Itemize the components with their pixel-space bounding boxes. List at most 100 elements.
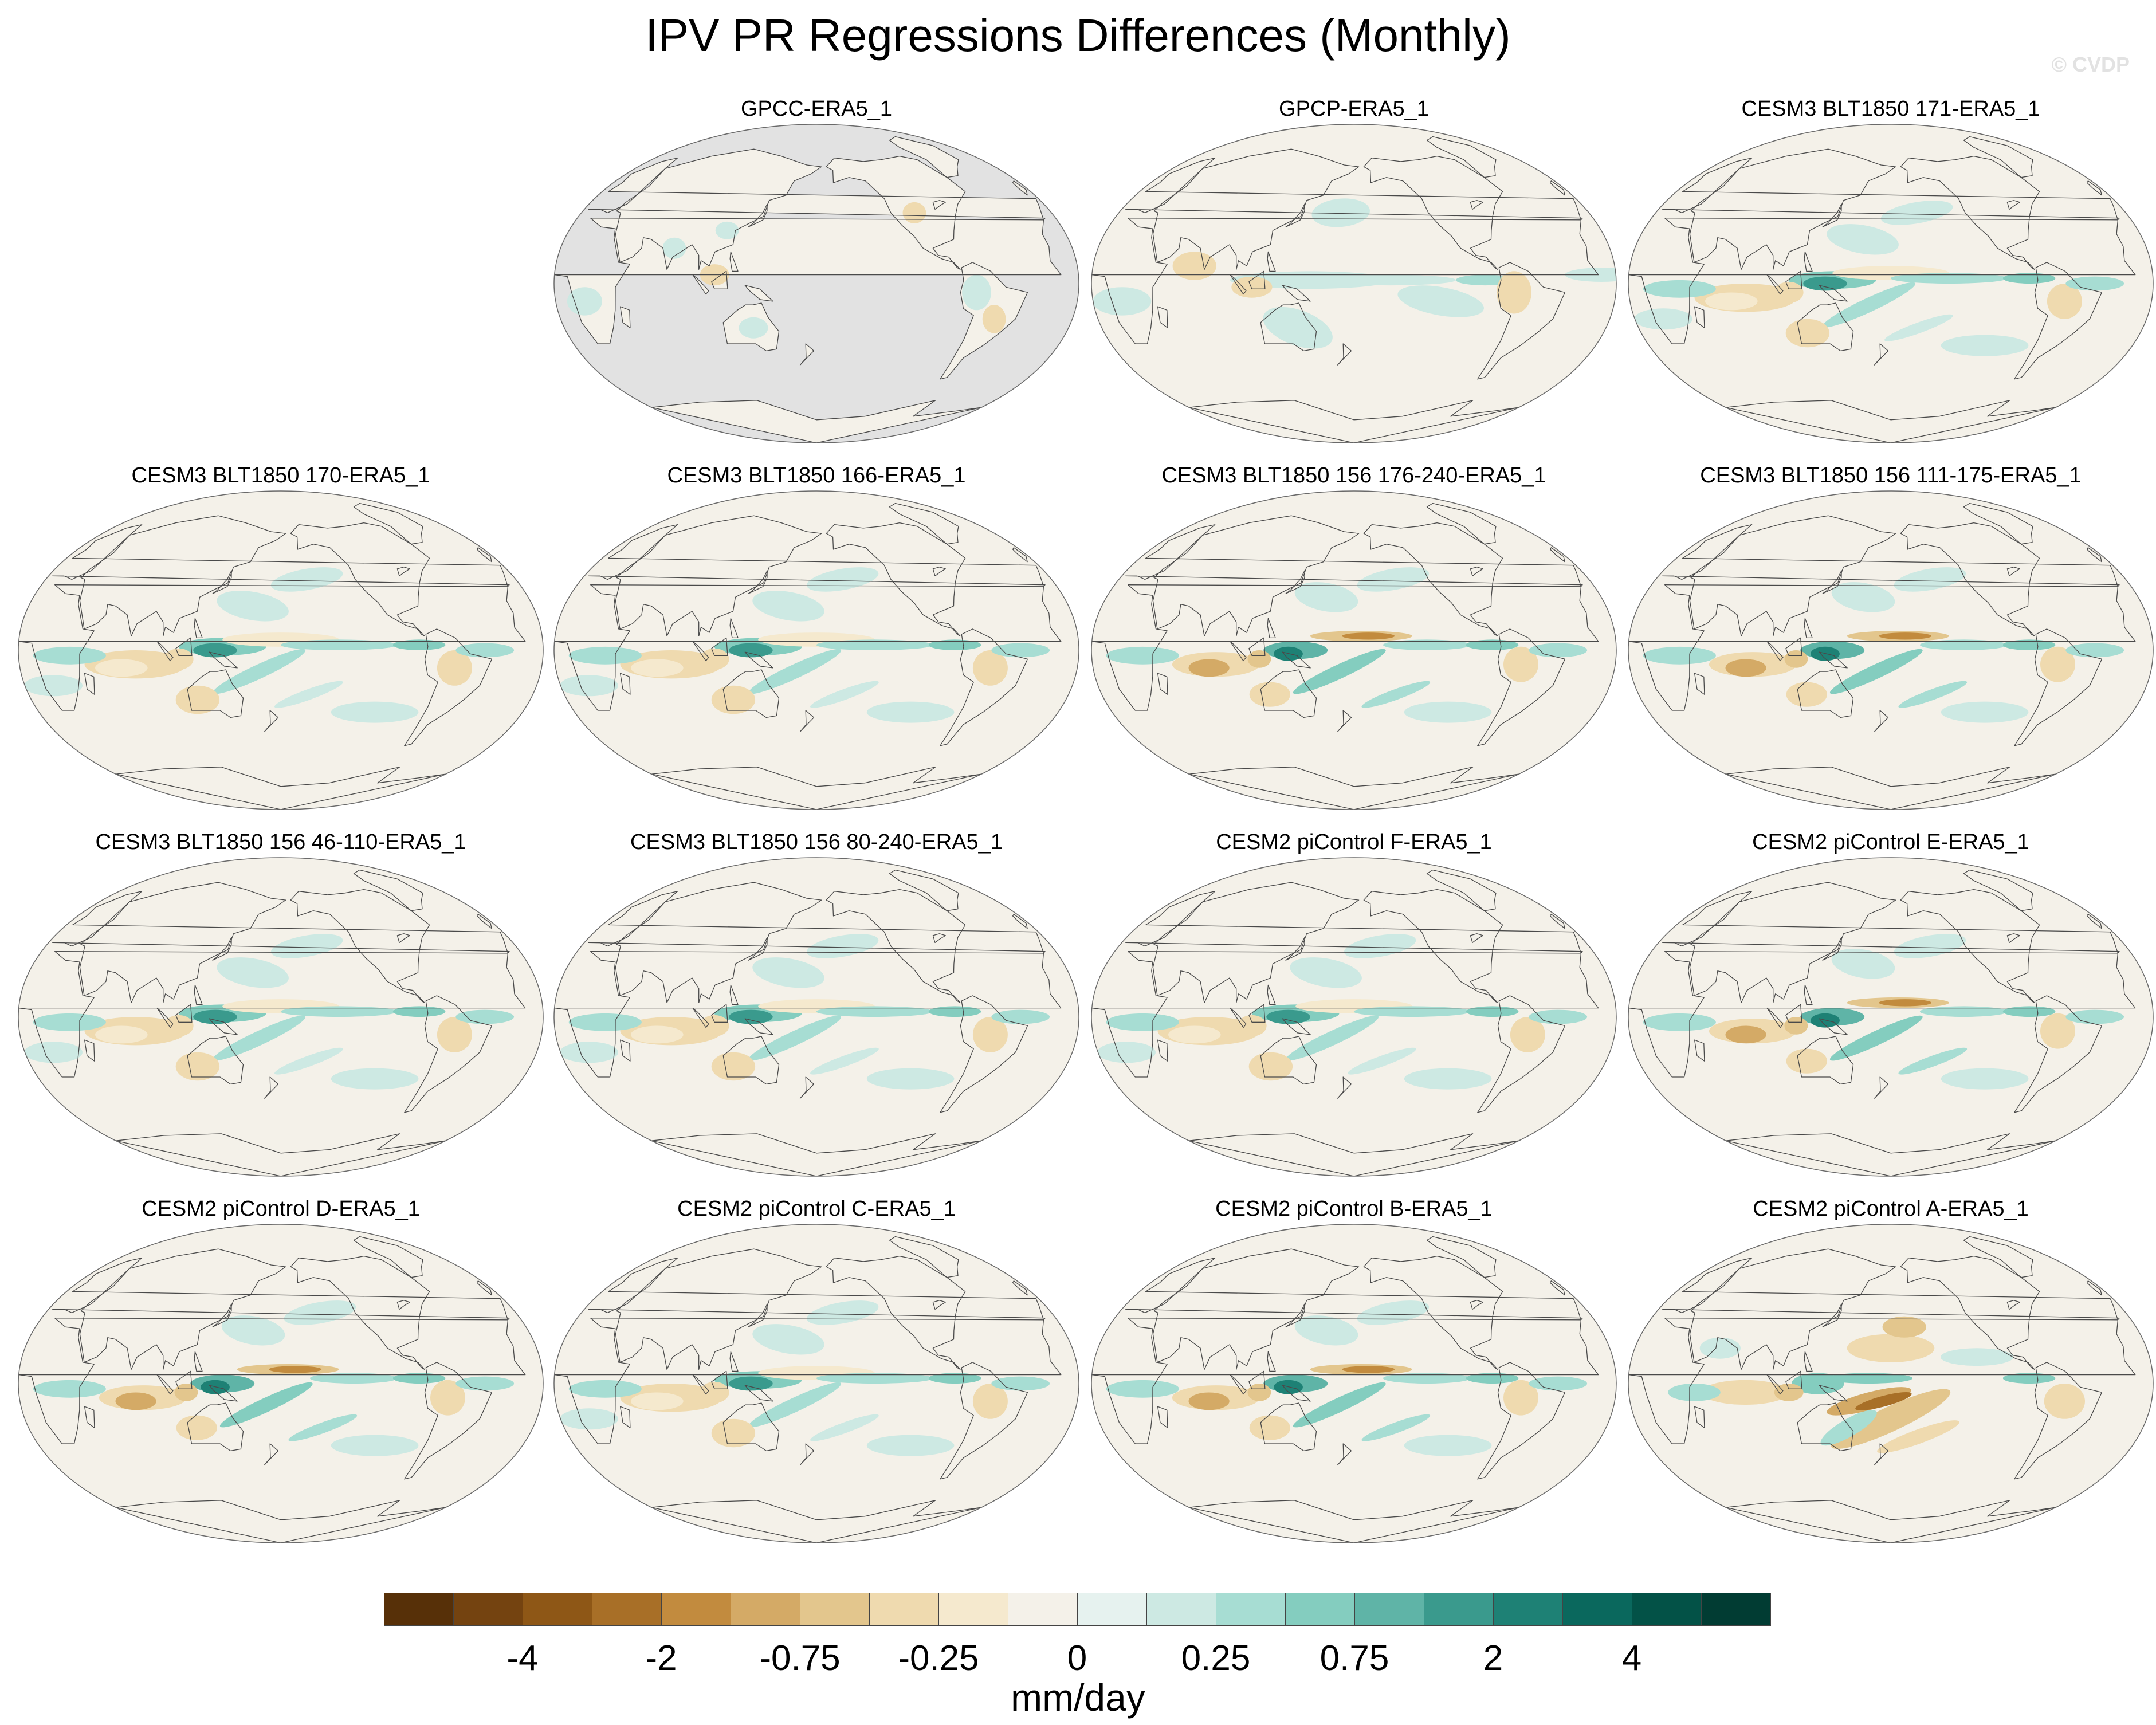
coastline-japan <box>1822 937 1842 961</box>
coastline-europe <box>52 1258 510 1321</box>
map-panel: CESM2 piControl A-ERA5_1 <box>1621 1194 2156 1573</box>
coastlines <box>18 1236 526 1543</box>
coastline-namerica <box>1900 1255 2040 1370</box>
coastlines <box>554 136 1062 443</box>
coastline-australia <box>187 1402 244 1452</box>
coastline-greatlakes <box>1470 933 1483 943</box>
map-plot <box>1628 857 2154 1177</box>
coastline-africa <box>18 1318 526 1444</box>
coastline-africa <box>18 951 526 1078</box>
coastline-africa <box>554 584 1062 711</box>
map-border <box>553 124 1079 443</box>
coastline-australia <box>1797 669 1854 718</box>
map-border <box>18 1224 544 1543</box>
colorbar-box <box>800 1593 870 1626</box>
colorbar-box <box>384 1593 454 1626</box>
coastline-japan <box>212 570 232 594</box>
colorbar-box <box>1216 1593 1286 1626</box>
coastline-philippines <box>1267 618 1276 639</box>
coastline-samerica <box>404 995 493 1113</box>
map-border <box>1628 490 2154 810</box>
coastline-newguinea <box>1282 285 1311 302</box>
coastline-africa <box>554 218 1062 344</box>
coastline-madagascar <box>1694 1406 1705 1428</box>
coastline-antarctica <box>115 767 446 810</box>
coastlines <box>554 502 1062 810</box>
coastline-indonesia1 <box>156 1374 174 1395</box>
coastline-namerica <box>1363 1255 1503 1370</box>
coastline-indonesia1 <box>1766 1374 1784 1395</box>
coastline-madagascar <box>619 1039 631 1062</box>
coastline-britain <box>1549 180 1565 196</box>
coastline-britain <box>1549 547 1565 563</box>
map-border <box>1091 1224 1617 1543</box>
colorbar-box <box>1146 1593 1216 1626</box>
coastline-indonesia1 <box>156 1007 174 1028</box>
panel-title: CESM3 BLT1850 166-ERA5_1 <box>667 463 966 488</box>
map-panel: CESM3 BLT1850 156 111-175-ERA5_1 <box>1621 461 2156 839</box>
coastline-madagascar <box>1157 1406 1168 1428</box>
map-plot <box>1091 1224 1617 1543</box>
coastline-europe <box>588 158 1046 221</box>
coastline-japan <box>212 937 232 961</box>
coastline-australia <box>1260 302 1317 352</box>
coastline-indonesia2 <box>175 1370 193 1389</box>
coastline-namerica <box>1363 155 1503 270</box>
coastlines <box>1628 136 2136 443</box>
colorbar-tick-label: 0.75 <box>1319 1638 1389 1678</box>
map-background <box>1628 1224 2153 1543</box>
coastline-samerica <box>940 995 1028 1113</box>
coastline-asia <box>79 882 286 1003</box>
anomaly-shading <box>1093 198 1616 349</box>
coastline-greenland <box>353 1236 423 1278</box>
map-panel: CESM2 piControl B-ERA5_1 <box>1085 1194 1623 1573</box>
coastline-europe <box>1125 1258 1583 1321</box>
map-border <box>1091 124 1617 443</box>
colorbar-box <box>523 1593 592 1626</box>
coastline-africa <box>1628 584 2136 711</box>
coastline-antarctica <box>1725 1133 2056 1176</box>
coastline-africa <box>1628 218 2136 344</box>
coastline-newguinea <box>744 285 773 302</box>
colorbar-tick-label: -0.25 <box>898 1638 979 1678</box>
coastline-namerica <box>1900 155 2040 270</box>
coastline-greenland <box>1426 136 1497 178</box>
coastline-newzealand <box>1874 1076 1889 1099</box>
map-panel: GPCC-ERA5_1 <box>547 95 1086 473</box>
colorbar-box <box>1285 1593 1355 1626</box>
coastline-indonesia1 <box>156 641 174 662</box>
coastline-asia <box>1152 515 1360 636</box>
coastline-greenland <box>1426 502 1497 545</box>
coastline-philippines <box>1267 984 1276 1005</box>
coastline-newguinea <box>1819 651 1848 669</box>
coastline-newguinea <box>1282 1018 1311 1035</box>
coastline-asia <box>615 148 822 270</box>
coastline-newguinea <box>744 651 773 669</box>
map-plot <box>1091 857 1617 1177</box>
anomaly-shading <box>560 934 1050 1090</box>
map-border <box>1091 857 1617 1177</box>
coastline-namerica <box>826 1255 966 1370</box>
coastline-newguinea <box>744 1018 773 1035</box>
coastline-newzealand <box>264 1076 279 1099</box>
coastline-greatlakes <box>2006 200 2020 210</box>
coastline-europe <box>588 891 1046 954</box>
coastline-indonesia2 <box>1785 637 1802 656</box>
panel-title: CESM2 piControl F-ERA5_1 <box>1216 830 1492 854</box>
coastline-philippines <box>1267 1351 1276 1372</box>
coastline-antarctica <box>1188 1133 1519 1176</box>
anomaly-shading <box>1106 567 1588 723</box>
coastline-greenland <box>1963 869 2033 911</box>
colorbar-box <box>1077 1593 1147 1626</box>
coastline-britain <box>1549 914 1565 929</box>
map-plot <box>18 857 544 1177</box>
coastline-greatlakes <box>932 567 946 576</box>
coastline-greatlakes <box>1470 1300 1483 1310</box>
coastline-greenland <box>1963 1236 2033 1278</box>
coastline-asia <box>1152 1248 1360 1370</box>
coastline-japan <box>1285 937 1305 961</box>
coastline-philippines <box>729 618 739 639</box>
coastline-africa <box>554 1318 1062 1444</box>
map-plot <box>1628 490 2154 810</box>
coastline-australia <box>722 669 780 718</box>
